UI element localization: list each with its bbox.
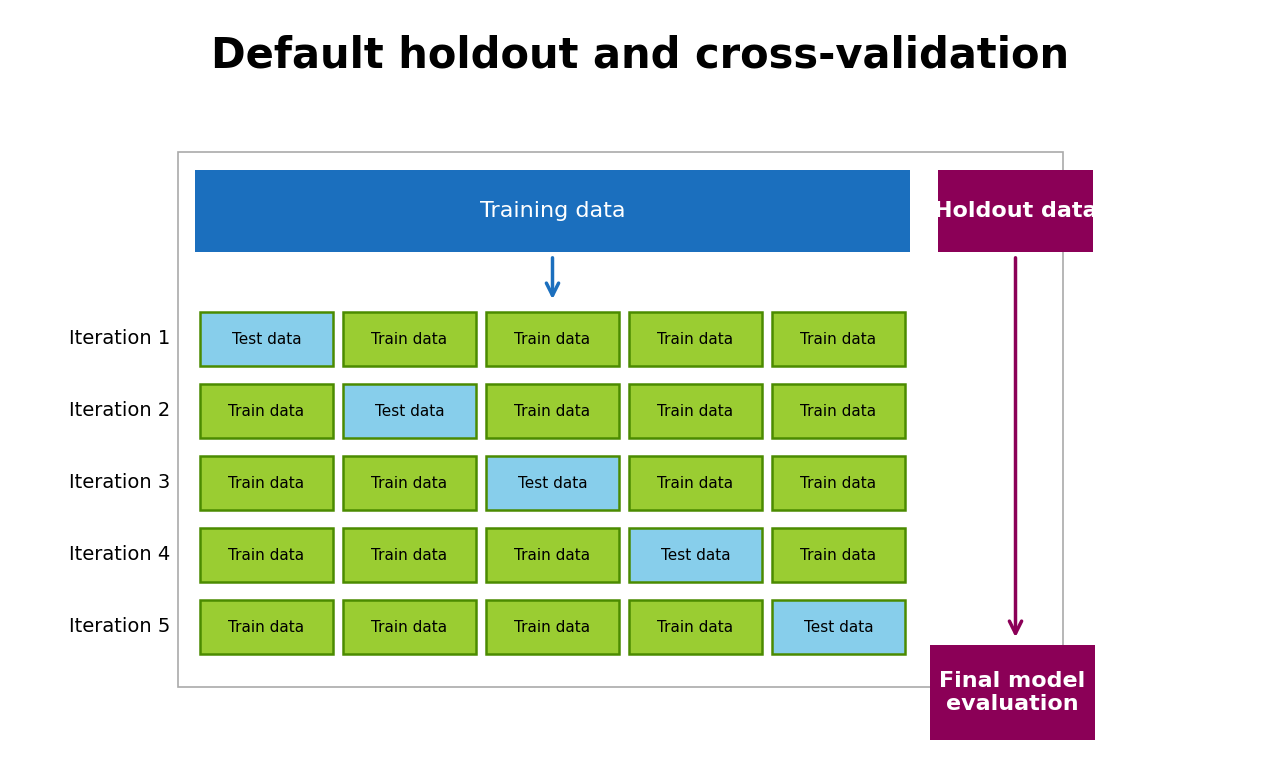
Bar <box>195 170 910 252</box>
Bar <box>343 312 476 366</box>
Text: Train data: Train data <box>800 476 877 491</box>
Text: Train data: Train data <box>800 403 877 419</box>
Text: Test data: Test data <box>517 476 588 491</box>
Text: Test data: Test data <box>232 332 301 346</box>
Bar <box>772 600 905 654</box>
Text: Train data: Train data <box>515 332 590 346</box>
Text: Test data: Test data <box>375 403 444 419</box>
Bar <box>628 456 762 510</box>
Text: Final model
evaluation: Final model evaluation <box>940 671 1085 714</box>
Bar <box>200 384 333 438</box>
Bar <box>486 600 620 654</box>
Text: Train data: Train data <box>800 332 877 346</box>
Text: Train data: Train data <box>658 332 733 346</box>
Bar <box>486 312 620 366</box>
Text: Train data: Train data <box>371 619 448 635</box>
Text: Iteration 2: Iteration 2 <box>69 402 170 421</box>
Text: Train data: Train data <box>515 403 590 419</box>
Bar <box>200 528 333 582</box>
Text: Train data: Train data <box>371 332 448 346</box>
Text: Train data: Train data <box>658 476 733 491</box>
Bar <box>200 456 333 510</box>
Bar <box>486 456 620 510</box>
Bar <box>200 600 333 654</box>
Text: Test data: Test data <box>804 619 873 635</box>
Text: Train data: Train data <box>228 476 305 491</box>
Text: Train data: Train data <box>658 403 733 419</box>
Bar <box>200 312 333 366</box>
Text: Default holdout and cross-validation: Default holdout and cross-validation <box>211 34 1069 76</box>
Bar <box>486 528 620 582</box>
Bar <box>343 456 476 510</box>
Bar <box>628 384 762 438</box>
Text: Train data: Train data <box>228 619 305 635</box>
Bar <box>772 384 905 438</box>
Bar <box>343 528 476 582</box>
Bar <box>938 170 1093 252</box>
Text: Holdout data: Holdout data <box>933 201 1097 221</box>
Text: Train data: Train data <box>800 547 877 562</box>
Bar <box>772 456 905 510</box>
Text: Iteration 5: Iteration 5 <box>69 617 170 636</box>
Text: Iteration 4: Iteration 4 <box>69 546 170 565</box>
Bar <box>486 384 620 438</box>
Text: Train data: Train data <box>515 619 590 635</box>
Bar <box>772 528 905 582</box>
Bar <box>628 528 762 582</box>
Text: Test data: Test data <box>660 547 731 562</box>
Text: Train data: Train data <box>658 619 733 635</box>
Text: Training data: Training data <box>480 201 625 221</box>
Text: Train data: Train data <box>515 547 590 562</box>
Bar <box>628 312 762 366</box>
Bar <box>343 384 476 438</box>
Text: Train data: Train data <box>371 476 448 491</box>
Bar <box>628 600 762 654</box>
Text: Iteration 3: Iteration 3 <box>69 473 170 492</box>
Bar <box>178 152 1062 687</box>
Text: Train data: Train data <box>228 547 305 562</box>
Text: Iteration 1: Iteration 1 <box>69 330 170 349</box>
Bar <box>931 645 1094 740</box>
Text: Train data: Train data <box>371 547 448 562</box>
Bar <box>343 600 476 654</box>
Text: Train data: Train data <box>228 403 305 419</box>
Bar <box>772 312 905 366</box>
